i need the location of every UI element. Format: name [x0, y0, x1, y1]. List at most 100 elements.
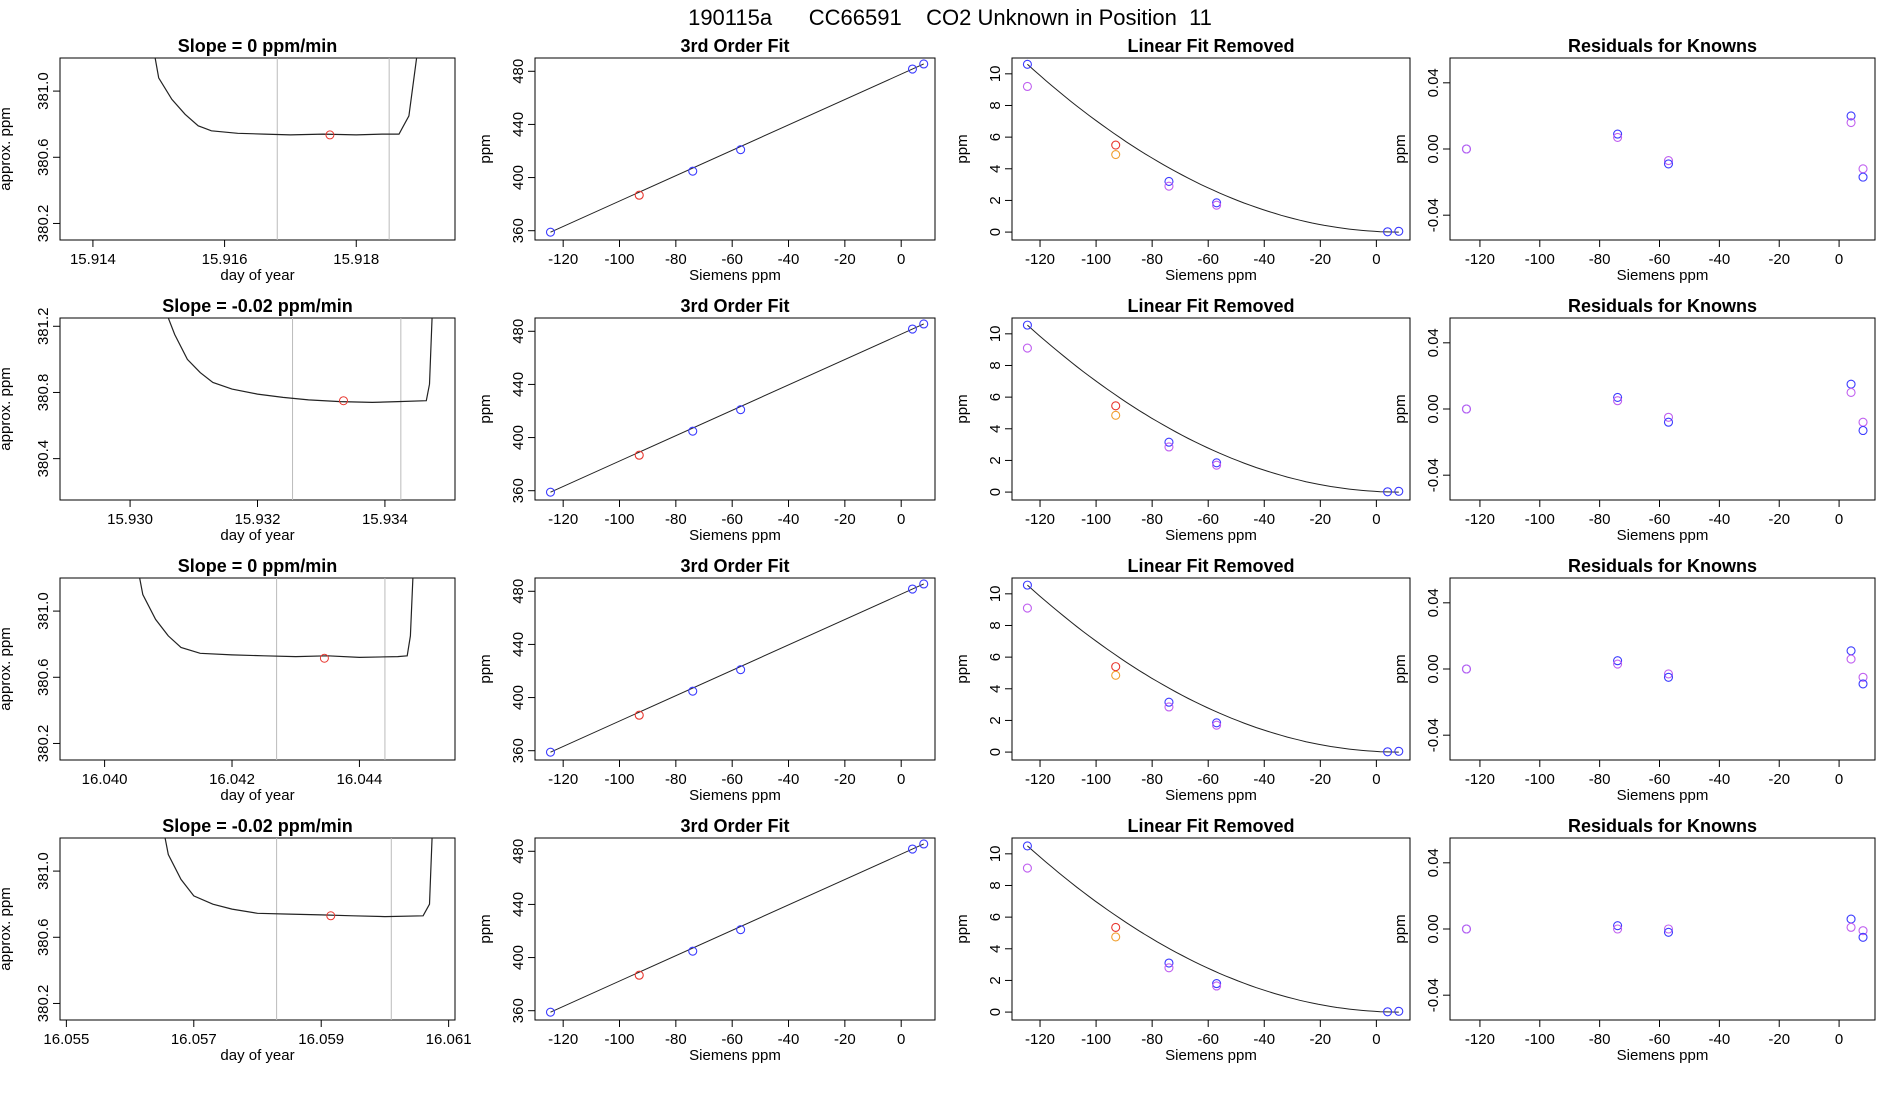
plot-frame: [534, 577, 936, 761]
y-tick-label: 10: [987, 845, 1004, 862]
data-point: [1111, 670, 1121, 680]
y-tick-label: 360: [510, 478, 527, 503]
x-tick-label: 0: [1372, 771, 1380, 788]
y-tick-label: 10: [987, 65, 1004, 82]
data-point: [545, 747, 556, 757]
chart-title: 3rd Order Fit: [680, 816, 789, 836]
data-point: [1212, 458, 1222, 468]
data-point: [1858, 172, 1868, 182]
data-point: [1111, 662, 1121, 672]
y-tick-label: 440: [510, 112, 527, 137]
data-point: [1022, 580, 1032, 590]
plot-frame: [534, 317, 936, 501]
data-point: [1022, 603, 1032, 613]
data-point: [1613, 132, 1623, 142]
figure-title: 190115a CC66591 CO2 Unknown in Position …: [688, 5, 1212, 30]
plot-area: [154, 58, 418, 240]
data-point: [907, 64, 918, 74]
x-tick-label: -120: [1025, 1031, 1055, 1048]
y-tick-label: 360: [510, 998, 527, 1023]
x-axis-label: Siemens ppm: [1165, 527, 1257, 544]
data-point: [736, 665, 746, 675]
fit-curve: [1027, 63, 1399, 233]
x-tick-label: -60: [1197, 511, 1219, 528]
x-axis-label: day of year: [220, 787, 294, 804]
x-tick-label: 0: [1835, 1031, 1843, 1048]
x-tick-label: 0: [1372, 251, 1380, 268]
data-point: [1858, 679, 1868, 689]
plot-frame: [1449, 577, 1876, 761]
data-point: [1846, 922, 1856, 932]
data-point: [1212, 981, 1222, 991]
x-tick-label: -80: [1589, 771, 1611, 788]
x-tick-label: 15.930: [107, 511, 153, 528]
y-tick-label: 2: [987, 196, 1004, 204]
x-tick-label: -20: [834, 511, 856, 528]
x-tick-label: -20: [1309, 251, 1331, 268]
data-point: [1613, 396, 1623, 406]
x-tick-label: -60: [1197, 1031, 1219, 1048]
chart-title: Residuals for Knowns: [1568, 36, 1757, 56]
data-point: [1111, 140, 1121, 150]
y-tick-label: 380.2: [35, 205, 52, 243]
data-point: [1212, 198, 1222, 208]
fit-curve: [1027, 845, 1399, 1013]
x-tick-label: -20: [834, 771, 856, 788]
x-axis-label: Siemens ppm: [689, 1047, 781, 1064]
plot-frame: [534, 837, 936, 1021]
plot-frame: [1449, 837, 1876, 1021]
x-tick-label: -80: [1141, 771, 1163, 788]
chart-panel-16: Residuals for Knowns -120 -100 -80 -60 -40 -20…: [1392, 816, 1876, 1064]
x-tick-label: -40: [1253, 771, 1275, 788]
x-tick-label: -20: [834, 251, 856, 268]
x-tick-label: -20: [1309, 771, 1331, 788]
data-point: [1846, 914, 1856, 924]
data-point: [1858, 926, 1868, 936]
chart-title: Linear Fit Removed: [1127, 36, 1294, 56]
x-axis-label: Siemens ppm: [689, 787, 781, 804]
x-tick-label: -40: [1253, 511, 1275, 528]
co2-trace-line: [139, 578, 414, 659]
x-tick-label: 0: [897, 511, 905, 528]
data-point: [1663, 417, 1674, 427]
data-point: [919, 319, 929, 329]
data-point: [1111, 922, 1121, 932]
data-point: [1394, 486, 1404, 496]
x-tick-label: -80: [1589, 251, 1611, 268]
x-tick-label: -100: [1081, 511, 1111, 528]
x-tick-label: 15.914: [70, 251, 116, 268]
chart-title: 3rd Order Fit: [680, 36, 789, 56]
x-tick-label: 16.044: [336, 771, 382, 788]
data-point: [907, 844, 918, 854]
y-tick-label: 8: [987, 621, 1004, 629]
x-tick-label: -60: [1197, 251, 1219, 268]
plot-frame: [1449, 317, 1876, 501]
data-point: [1613, 129, 1623, 139]
y-tick-label: 380.4: [35, 440, 52, 478]
plot-frame: [1011, 317, 1411, 501]
plot-frame: [59, 57, 456, 241]
chart-title: Residuals for Knowns: [1568, 556, 1757, 576]
y-tick-label: 440: [510, 372, 527, 397]
plot-frame: [59, 577, 456, 761]
y-tick-label: 8: [987, 361, 1004, 369]
y-axis-label: approx. ppm: [0, 107, 14, 190]
chart-panel-4: Residuals for Knowns -120 -100 -80 -60 -40 -20…: [1392, 36, 1876, 284]
x-axis-label: Siemens ppm: [1617, 267, 1709, 284]
x-tick-label: -120: [1025, 251, 1055, 268]
y-axis-label: approx. ppm: [0, 367, 14, 450]
data-point: [1164, 702, 1174, 712]
data-point: [1858, 425, 1868, 436]
x-tick-label: -100: [1525, 1031, 1555, 1048]
y-tick-label: 0.00: [1425, 914, 1442, 943]
y-tick-label: 10: [987, 325, 1004, 342]
x-tick-label: -80: [665, 1031, 687, 1048]
y-tick-label: 2: [987, 976, 1004, 984]
x-tick-label: 0: [1835, 771, 1843, 788]
y-tick-label: 0.00: [1425, 134, 1442, 163]
data-point: [1394, 746, 1404, 756]
y-axis-label: ppm: [1392, 914, 1409, 943]
data-point: [1164, 437, 1174, 447]
x-tick-label: -100: [604, 511, 634, 528]
data-point: [1111, 401, 1121, 411]
